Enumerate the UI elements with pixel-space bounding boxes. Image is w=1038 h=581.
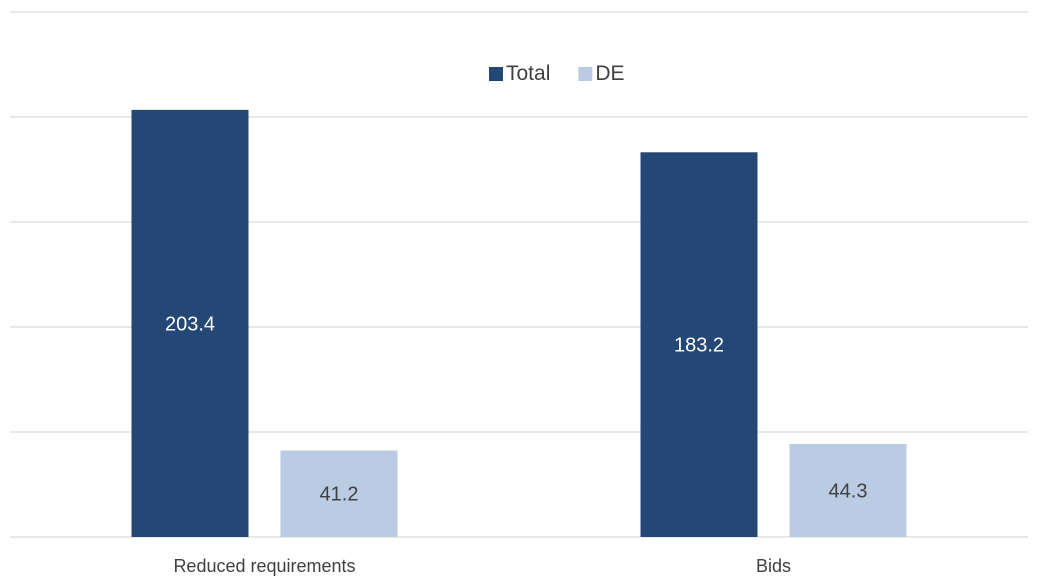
category-label-2: Bids: [756, 556, 791, 576]
bar-de-1: [280, 450, 398, 537]
legend-label-total: Total: [506, 62, 550, 85]
data-label-total-2: 183.2: [674, 335, 724, 357]
bars: [131, 109, 907, 538]
data-label-de-2: 44.3: [829, 480, 868, 502]
legend: Total DE: [489, 62, 625, 85]
data-label-de-1: 41.2: [320, 484, 359, 506]
bar-total-1: [131, 109, 249, 538]
legend-swatch-de: [578, 67, 593, 81]
data-labels: 203.4 41.2 183.2 44.3: [165, 313, 868, 505]
legend-label-de: DE: [595, 62, 624, 85]
data-label-total-1: 203.4: [165, 313, 215, 335]
bar-total-2: [640, 152, 758, 537]
category-label-1: Reduced requirements: [173, 556, 355, 576]
bar-de-2: [789, 443, 907, 537]
category-labels: Reduced requirements Bids: [173, 556, 791, 576]
legend-swatch-total: [489, 67, 503, 81]
